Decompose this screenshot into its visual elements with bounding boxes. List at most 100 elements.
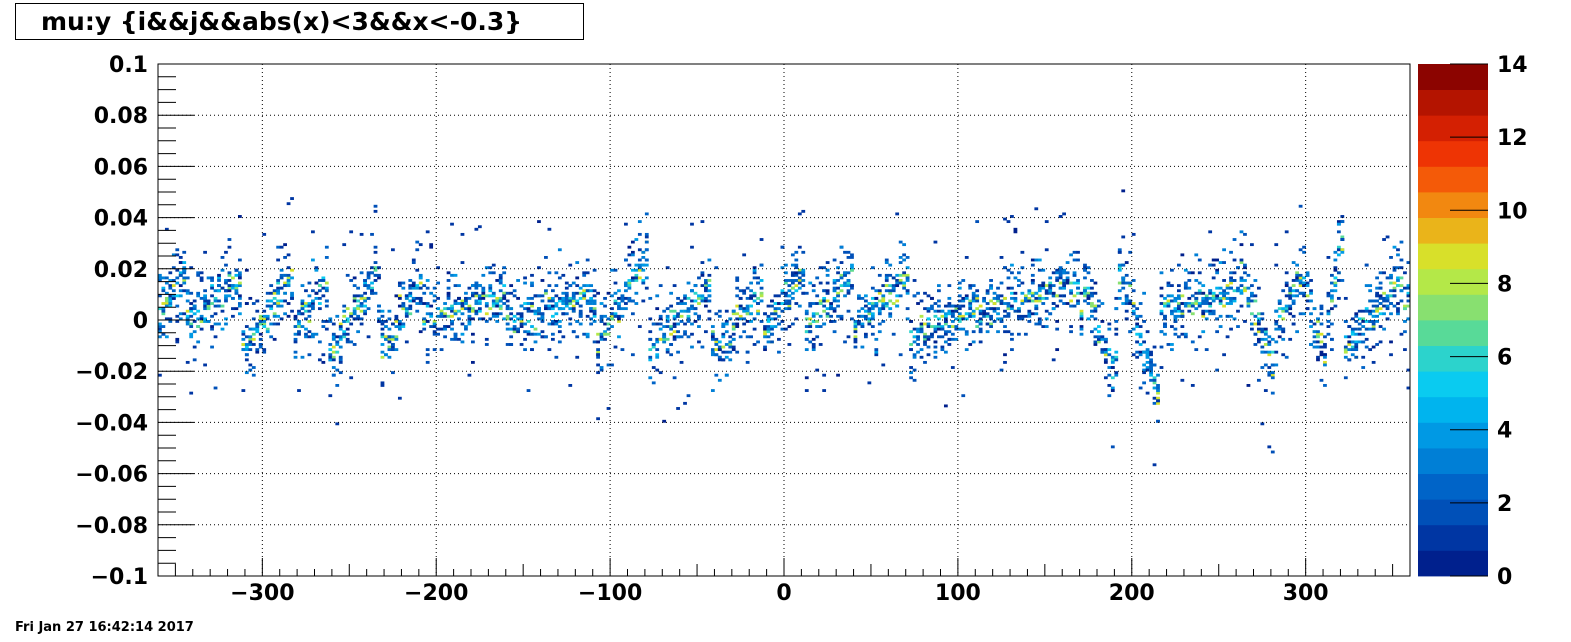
heatmap-cell — [453, 309, 458, 313]
heatmap-cell — [697, 314, 701, 318]
heatmap-cell — [846, 289, 851, 293]
heatmap-cell — [446, 286, 451, 290]
heatmap-cell — [526, 332, 531, 336]
heatmap-cell — [290, 309, 294, 313]
heatmap-cell — [498, 304, 503, 308]
heatmap-cell — [596, 353, 600, 357]
heatmap-cell — [1208, 304, 1213, 308]
heatmap-cell — [624, 302, 628, 305]
heatmap-cell — [404, 312, 409, 316]
heatmap-cell — [1117, 250, 1122, 254]
heatmap-cell — [881, 302, 886, 305]
heatmap-cell — [655, 353, 660, 357]
heatmap-cell — [498, 281, 503, 285]
heatmap-cell — [1083, 289, 1087, 293]
heatmap-cell — [1023, 294, 1028, 298]
heatmap-cell — [592, 299, 597, 303]
heatmap-cell — [488, 317, 493, 321]
heatmap-cell — [1302, 276, 1306, 280]
heatmap-cell — [158, 330, 162, 334]
heatmap-cell — [683, 332, 687, 336]
heatmap-cell — [471, 291, 475, 295]
heatmap-cell — [450, 222, 454, 226]
heatmap-cell — [989, 314, 993, 318]
heatmap-cell — [637, 276, 642, 280]
heatmap-cell — [1243, 266, 1247, 270]
heatmap-cell — [1023, 296, 1028, 300]
heatmap-cell — [943, 330, 948, 334]
heatmap-cell — [637, 248, 642, 252]
heatmap-cell — [258, 332, 263, 336]
heatmap-cell — [596, 332, 600, 336]
heatmap-cell — [411, 286, 416, 290]
heatmap-cell — [436, 266, 440, 270]
heatmap-cell — [192, 312, 197, 316]
heatmap-cell — [1385, 235, 1390, 239]
heatmap-cell — [763, 325, 767, 328]
heatmap-cell — [283, 312, 287, 316]
heatmap-cell — [853, 327, 858, 331]
heatmap-cell — [905, 279, 910, 282]
heatmap-cell — [175, 337, 180, 341]
heatmap-cell — [199, 317, 204, 321]
heatmap-cell — [811, 337, 816, 341]
heatmap-cell — [192, 358, 197, 362]
heatmap-cell — [1058, 271, 1063, 275]
heatmap-cell — [679, 302, 684, 305]
heatmap-cell — [853, 320, 858, 323]
heatmap-cell — [328, 320, 333, 323]
heatmap-cell — [1378, 312, 1383, 316]
heatmap-cell — [1316, 317, 1320, 321]
heatmap-cell — [797, 286, 802, 290]
heatmap-cell — [1378, 307, 1383, 311]
heatmap-cell — [432, 320, 437, 323]
heatmap-cell — [909, 366, 913, 369]
heatmap-cell — [658, 337, 663, 341]
heatmap-cell — [550, 320, 555, 323]
heatmap-cell — [557, 296, 562, 300]
heatmap-cell — [1037, 320, 1042, 323]
heatmap-cell — [359, 271, 364, 275]
heatmap-cell — [300, 302, 305, 305]
heatmap-cell — [627, 281, 632, 285]
heatmap-cell — [537, 317, 541, 321]
heatmap-cell — [804, 309, 809, 313]
heatmap-cell — [349, 314, 354, 318]
heatmap-cell — [902, 271, 907, 275]
heatmap-cell — [627, 245, 632, 249]
heatmap-cell — [439, 312, 444, 316]
heatmap-cell — [644, 232, 649, 236]
heatmap-cell — [1079, 314, 1084, 318]
heatmap-cell — [1316, 355, 1320, 359]
heatmap-cell — [808, 304, 813, 308]
heatmap-cell — [1204, 302, 1209, 305]
heatmap-cell — [317, 358, 322, 362]
heatmap-cell — [1396, 307, 1400, 311]
heatmap-cell — [1406, 261, 1411, 264]
heatmap-cell — [404, 294, 409, 298]
heatmap-cell — [1323, 343, 1327, 346]
heatmap-cell — [937, 322, 941, 326]
heatmap-cell — [888, 263, 893, 267]
heatmap-cell — [637, 263, 642, 267]
heatmap-cell — [676, 312, 680, 316]
heatmap-cell — [1197, 289, 1202, 293]
heatmap-cell — [898, 281, 903, 285]
heatmap-cell — [947, 330, 952, 334]
heatmap-cell — [777, 314, 781, 318]
heatmap-cell — [1392, 281, 1397, 285]
heatmap-cell — [662, 335, 667, 339]
heatmap-cell — [262, 322, 267, 326]
heatmap-cell — [564, 312, 569, 316]
heatmap-cell — [1055, 348, 1060, 352]
heatmap-cell — [547, 271, 552, 275]
heatmap-cell — [1041, 302, 1046, 305]
heatmap-cell — [391, 348, 395, 352]
heatmap-cell — [262, 348, 267, 352]
heatmap-cell — [366, 284, 371, 288]
heatmap-cell — [839, 245, 844, 249]
heatmap-cell — [164, 227, 169, 231]
heatmap-cell — [766, 340, 771, 344]
heatmap-cell — [606, 332, 611, 336]
heatmap-cell — [811, 348, 816, 352]
